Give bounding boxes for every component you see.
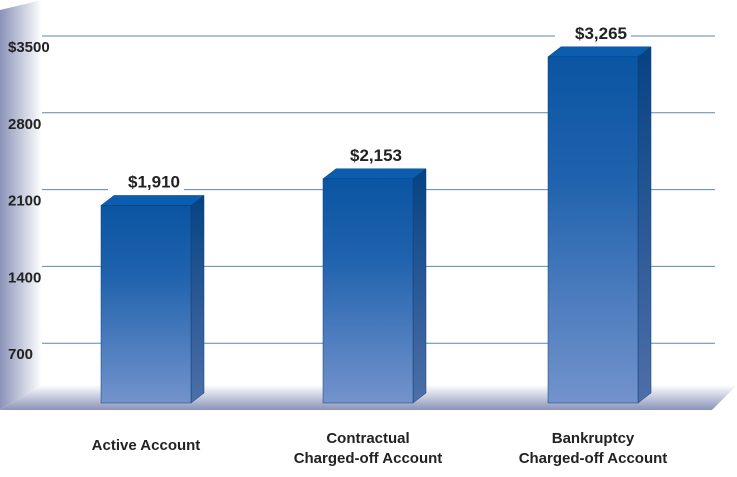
x-tick-line: Charged-off Account xyxy=(519,450,668,467)
bar-side xyxy=(190,194,205,404)
x-tick-label: Contractual Charged-off Account xyxy=(294,430,443,467)
bar-top xyxy=(322,168,427,180)
x-tick-label: Bankruptcy Charged-off Account xyxy=(519,430,668,467)
bar-side xyxy=(412,168,427,404)
y-tick-label: 700 xyxy=(8,346,33,363)
value-label: $3,265 xyxy=(575,24,627,43)
x-tick-line: Charged-off Account xyxy=(294,450,443,467)
x-tick-line: Contractual xyxy=(326,430,409,447)
bar-top xyxy=(547,46,652,58)
x-tick-label: Active Account xyxy=(92,437,201,454)
bar xyxy=(322,178,414,404)
y-tick-label: $3500 xyxy=(8,39,50,56)
y-tick-label: 2100 xyxy=(8,193,41,210)
bar-top xyxy=(100,195,205,206)
y-tick-label: 2800 xyxy=(8,116,41,133)
value-label-bg xyxy=(330,143,406,166)
bar xyxy=(547,56,639,404)
bar-side xyxy=(637,46,652,404)
x-tick-line: Bankruptcy xyxy=(552,430,635,447)
value-label-bg xyxy=(108,170,184,193)
x-tick-line: Active Account xyxy=(92,437,201,454)
bar xyxy=(100,205,192,404)
value-label: $2,153 xyxy=(350,146,402,165)
value-label: $1,910 xyxy=(128,172,180,191)
y-tick-label: 1400 xyxy=(8,269,41,286)
value-label-bg xyxy=(555,21,631,44)
left-wall xyxy=(0,0,42,410)
